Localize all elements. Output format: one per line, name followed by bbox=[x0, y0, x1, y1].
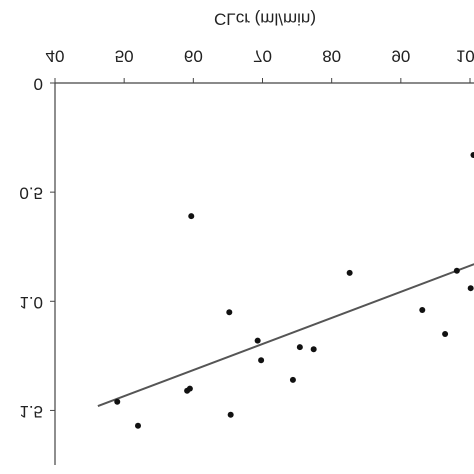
point bbox=[346, 269, 353, 276]
point bbox=[419, 307, 426, 314]
point bbox=[227, 411, 234, 418]
x-tick-label: 60 bbox=[184, 47, 203, 66]
point bbox=[188, 213, 195, 220]
y-tick-label: 1.0 bbox=[19, 293, 43, 312]
x-tick-label: 90 bbox=[391, 47, 410, 66]
point bbox=[135, 422, 141, 429]
point bbox=[114, 398, 121, 405]
point bbox=[467, 285, 474, 292]
point bbox=[310, 346, 317, 353]
x-tick-label: 50 bbox=[115, 47, 134, 66]
point bbox=[226, 309, 233, 316]
x-tick-label: 40 bbox=[46, 47, 65, 66]
y-tick-label: 0 bbox=[34, 75, 43, 94]
y-tick-label: 1.5 bbox=[19, 402, 43, 421]
point bbox=[254, 337, 261, 344]
x-tick-label: 100 bbox=[456, 47, 474, 66]
point bbox=[186, 385, 193, 392]
point bbox=[442, 331, 449, 338]
trendline bbox=[97, 263, 474, 407]
point bbox=[470, 152, 474, 159]
y-tick-label: 0.5 bbox=[19, 184, 43, 203]
x-axis-label: CLcr (ml/min) bbox=[214, 10, 316, 29]
point bbox=[289, 376, 296, 383]
x-tick-label: 80 bbox=[322, 47, 341, 66]
point bbox=[258, 357, 265, 364]
point bbox=[296, 344, 303, 351]
point bbox=[453, 267, 460, 274]
x-tick-label: 70 bbox=[253, 47, 272, 66]
